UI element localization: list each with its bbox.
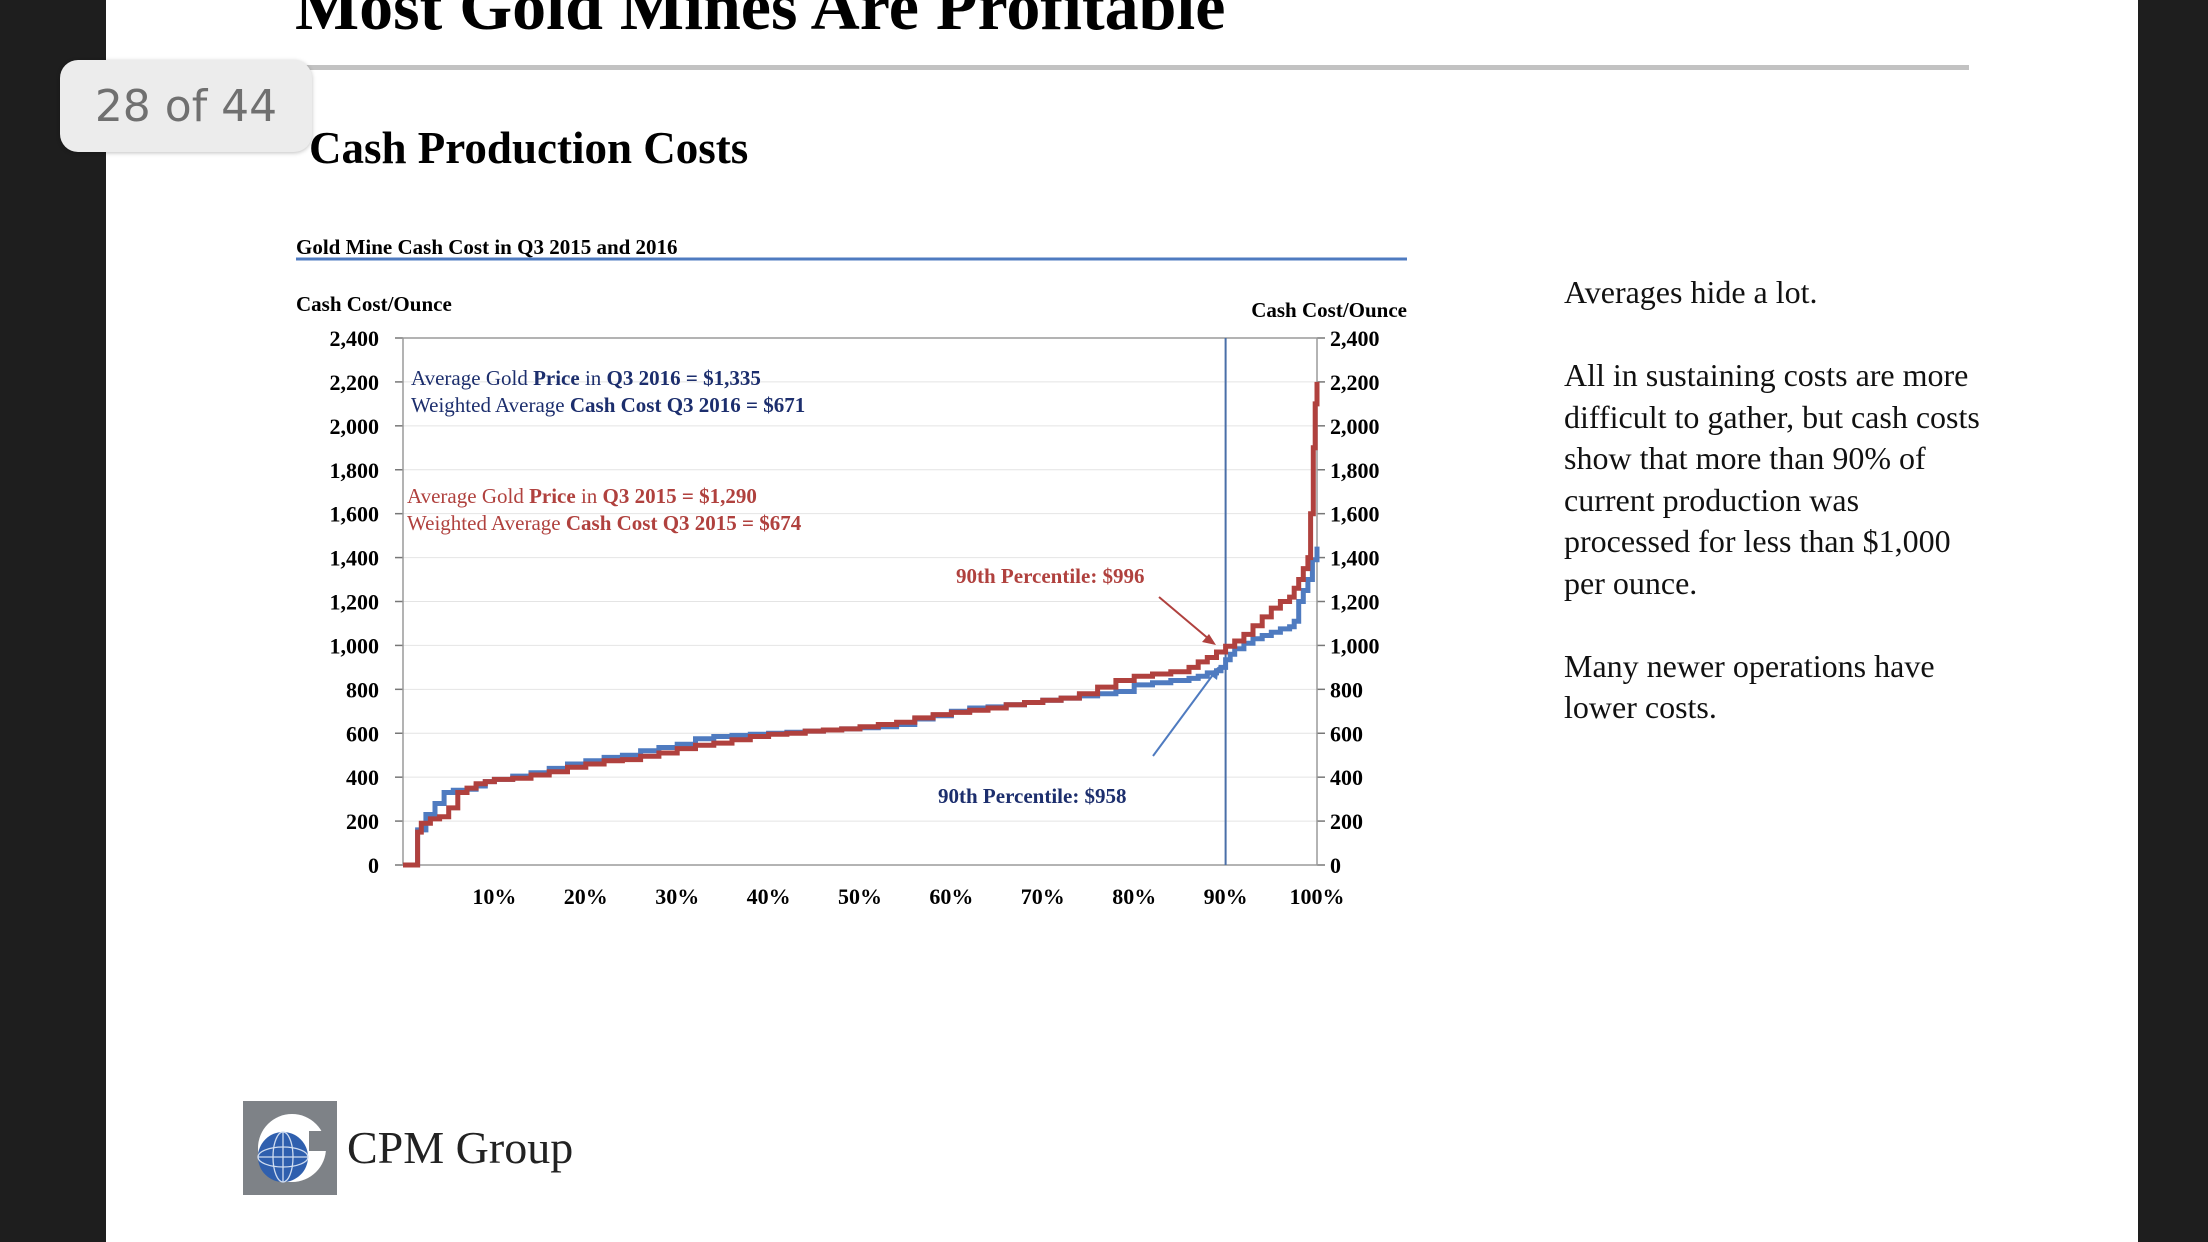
y-tick-label-left: 2,400 — [330, 326, 380, 351]
side-note: Many newer operations have lower costs. — [1564, 647, 1935, 726]
y-tick-label-right: 600 — [1330, 721, 1363, 746]
y-tick-label-left: 400 — [346, 765, 379, 790]
percentile-2015-arrow — [1158, 596, 1211, 641]
y-tick-label-left: 1,000 — [330, 633, 380, 658]
plot-frame — [402, 337, 1318, 866]
y-axis-right: 0 200 400 600 800 1,000 1,200 1,400 1,600 1,800 2,… — [1317, 326, 1380, 878]
x-tick-label: 30% — [655, 884, 699, 909]
y-tick-label-right: 400 — [1330, 765, 1363, 790]
title-divider — [295, 65, 1969, 70]
y-tick-label-left: 200 — [346, 809, 379, 834]
cash-cost-chart: Gold Mine Cash Cost in Q3 2015 and 2016 … — [296, 235, 1407, 909]
slide-title: Most Gold Mines Are Profitable — [295, 0, 1226, 44]
percentile-2016-label: 90th Percentile: $958 — [938, 784, 1127, 808]
x-tick-label: 80% — [1112, 884, 1156, 909]
note-2015-cost: Weighted Average Cash Cost Q3 2015 = $67… — [407, 511, 802, 535]
x-tick-label: 40% — [747, 884, 791, 909]
percentile-2016-arrow — [1152, 671, 1216, 757]
y-tick-label-right: 2,200 — [1330, 370, 1380, 395]
y-tick-label-right: 200 — [1330, 809, 1363, 834]
y-tick-label-left: 0 — [368, 853, 379, 878]
y-tick-label-right: 1,600 — [1330, 502, 1380, 527]
chart-title: Gold Mine Cash Cost in Q3 2015 and 2016 — [296, 235, 678, 259]
slide-subtitle: Cash Production Costs — [309, 123, 749, 173]
series-line-q3-2016 — [403, 546, 1320, 868]
y-tick-label-right: 2,000 — [1330, 414, 1380, 439]
x-tick-label: 100% — [1290, 884, 1345, 909]
page-counter: 28 of 44 — [60, 60, 312, 152]
slide: Most Gold Mines Are Profitable Cash Prod… — [106, 0, 2138, 1242]
y-tick-label-right: 1,400 — [1330, 546, 1380, 571]
logo-text: CPM Group — [347, 1122, 574, 1173]
y-tick-label-right: 0 — [1330, 853, 1341, 878]
x-tick-label: 20% — [564, 884, 608, 909]
x-axis: 10% 20% 30% 40% 50% 60% 70% 80% 90% 100% — [472, 884, 1344, 909]
y-tick-label-left: 800 — [346, 677, 379, 702]
grid-lines — [403, 381, 1317, 822]
percentile-2015-label: 90th Percentile: $996 — [956, 564, 1145, 588]
x-tick-label: 50% — [838, 884, 882, 909]
x-tick-label: 10% — [472, 884, 516, 909]
y-tick-label-right: 1,800 — [1330, 458, 1380, 483]
series-lines — [403, 381, 1320, 868]
y-tick-label-left: 1,800 — [330, 458, 380, 483]
y-tick-label-left: 2,200 — [330, 370, 380, 395]
y-axis-title-right: Cash Cost/Ounce — [1251, 298, 1407, 322]
x-tick-label: 70% — [1021, 884, 1065, 909]
x-tick-label: 90% — [1204, 884, 1248, 909]
series-line-q3-2015 — [403, 381, 1320, 868]
y-tick-label-left: 1,400 — [330, 546, 380, 571]
cpm-group-logo — [243, 1101, 337, 1195]
note-2016-cost: Weighted Average Cash Cost Q3 2016 = $67… — [411, 393, 805, 417]
percentile-2015-arrowhead — [1202, 634, 1216, 645]
y-tick-label-right: 1,200 — [1330, 590, 1380, 615]
y-tick-label-left: 1,600 — [330, 502, 380, 527]
side-note: All in sustaining costs are more difficu… — [1564, 357, 1980, 601]
y-tick-label-right: 1,000 — [1330, 633, 1380, 658]
y-tick-label-right: 800 — [1330, 677, 1363, 702]
note-2015-price: Average Gold Price in Q3 2015 = $1,290 — [407, 484, 757, 508]
y-axis-title-left: Cash Cost/Ounce — [296, 292, 452, 316]
y-tick-label-right: 2,400 — [1330, 326, 1380, 351]
y-tick-label-left: 600 — [346, 721, 379, 746]
globe-icon — [257, 1114, 337, 1183]
side-note: Averages hide a lot. — [1564, 274, 1818, 310]
x-tick-label: 60% — [929, 884, 973, 909]
y-tick-label-left: 2,000 — [330, 414, 380, 439]
y-axis-left: 0 200 400 600 800 1,000 1,200 1,400 1,600 1,800 2,… — [330, 326, 403, 878]
side-notes: Averages hide a lot. All in sustaining c… — [1564, 272, 1984, 770]
y-tick-label-left: 1,200 — [330, 590, 380, 615]
percentile-2016-arrowhead — [1209, 666, 1219, 680]
note-2016-price: Average Gold Price in Q3 2016 = $1,335 — [411, 366, 761, 390]
